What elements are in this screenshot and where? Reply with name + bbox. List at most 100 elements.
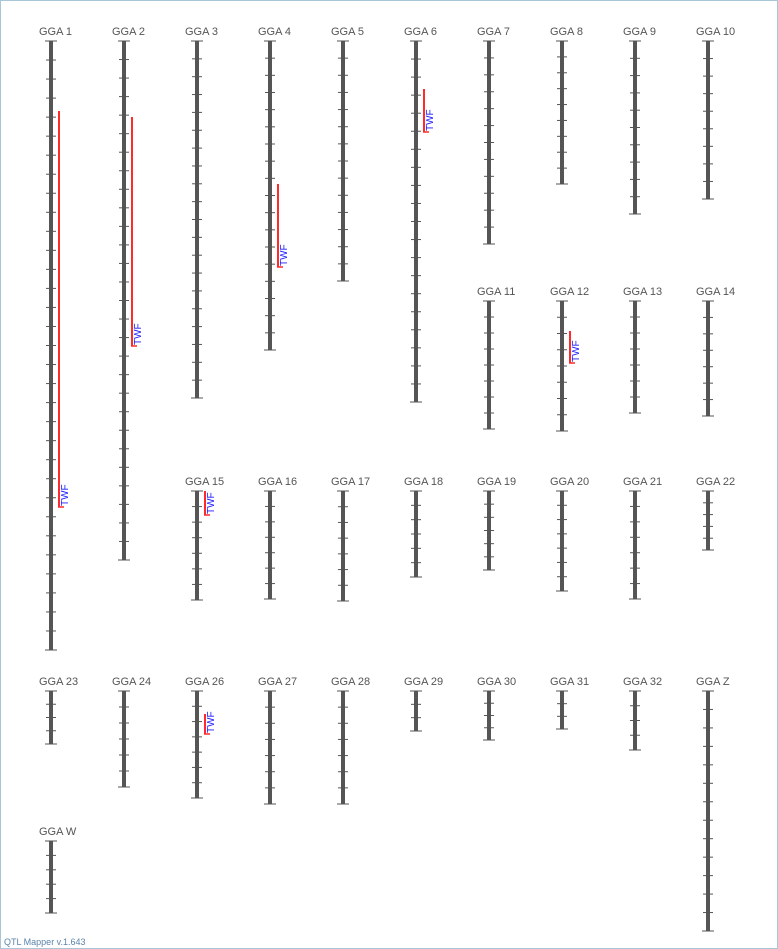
- chromosome-gga-17[interactable]: GGA 17: [331, 476, 370, 602]
- chromosome-label: GGA 32: [623, 676, 662, 688]
- chromosome-bar[interactable]: [560, 491, 564, 591]
- qtl-label: TWF: [279, 244, 290, 266]
- chromosome-bar[interactable]: [195, 691, 199, 798]
- qtl-label: TWF: [60, 484, 71, 506]
- chromosome-gga-10[interactable]: GGA 10: [696, 26, 735, 200]
- chromosome-label: GGA 9: [623, 26, 656, 38]
- chromosome-label: GGA 1: [39, 26, 72, 38]
- chromosome-gga-8[interactable]: GGA 8: [550, 26, 583, 185]
- chromosome-gga-27[interactable]: GGA 27: [258, 676, 297, 805]
- qtl-label: TWF: [206, 492, 217, 514]
- chromosome-gga-7[interactable]: GGA 7: [477, 26, 510, 245]
- chromosome-label: GGA 22: [696, 476, 735, 488]
- chromosome-gga-2[interactable]: GGA 2: [112, 26, 145, 561]
- qtl-gga-12[interactable]: TWF: [569, 331, 582, 364]
- chromosome-gga-30[interactable]: GGA 30: [477, 676, 516, 741]
- chromosome-label: GGA 11: [477, 286, 515, 298]
- chromosome-gga-5[interactable]: GGA 5: [331, 26, 364, 282]
- chromosome-gga-21[interactable]: GGA 21: [623, 476, 662, 600]
- chromosome-gga-6[interactable]: GGA 6: [404, 26, 437, 403]
- qtl-gga-26[interactable]: TWF: [204, 711, 217, 735]
- chromosome-label: GGA 6: [404, 26, 437, 38]
- chromosome-gga-18[interactable]: GGA 18: [404, 476, 443, 578]
- chromosome-gga-23[interactable]: GGA 23: [39, 676, 78, 745]
- chromosome-label: GGA W: [39, 826, 77, 838]
- chromosome-label: GGA 10: [696, 26, 735, 38]
- qtl-gga-2[interactable]: TWF: [131, 117, 144, 347]
- qtl-label: TWF: [571, 340, 582, 362]
- chromosome-label: GGA 30: [477, 676, 516, 688]
- chromosome-bar[interactable]: [706, 491, 710, 550]
- chromosome-gga-20[interactable]: GGA 20: [550, 476, 589, 592]
- qtl-gga-15[interactable]: TWF: [204, 491, 217, 516]
- chromosome-gga-11[interactable]: GGA 11: [477, 286, 515, 430]
- qtl-label: TWF: [425, 109, 436, 131]
- chromosome-gga-22[interactable]: GGA 22: [696, 476, 735, 551]
- chromosome-label: GGA 8: [550, 26, 583, 38]
- version-label: QTL Mapper v.1.643: [4, 937, 86, 947]
- chromosome-bar[interactable]: [706, 691, 710, 931]
- chromosome-label: GGA 5: [331, 26, 364, 38]
- chromosome-bar[interactable]: [268, 691, 272, 804]
- chromosome-label: GGA 14: [696, 286, 735, 298]
- chromosome-bar[interactable]: [195, 491, 199, 600]
- chromosome-gga-12[interactable]: GGA 12: [550, 286, 589, 432]
- chromosome-bar[interactable]: [341, 491, 345, 601]
- chromosome-label: GGA 3: [185, 26, 218, 38]
- chromosome-gga-14[interactable]: GGA 14: [696, 286, 735, 417]
- chromosome-bar[interactable]: [560, 41, 564, 184]
- chromosome-bar[interactable]: [341, 691, 345, 804]
- chromosome-bar[interactable]: [414, 691, 418, 731]
- chromosome-label: GGA 18: [404, 476, 443, 488]
- chromosome-bar[interactable]: [633, 301, 637, 413]
- chromosome-bar[interactable]: [560, 691, 564, 729]
- qtl-gga-4[interactable]: TWF: [277, 184, 290, 268]
- chromosome-label: GGA 4: [258, 26, 291, 38]
- chromosome-gga-15[interactable]: GGA 15: [185, 476, 224, 601]
- chromosome-bar[interactable]: [706, 301, 710, 416]
- chromosome-gga-13[interactable]: GGA 13: [623, 286, 662, 414]
- chromosome-label: GGA Z: [696, 676, 730, 688]
- chromosome-bar[interactable]: [633, 491, 637, 599]
- qtl-label: TWF: [133, 323, 144, 345]
- chromosome-bar[interactable]: [706, 41, 710, 199]
- chromosome-gga-4[interactable]: GGA 4: [258, 26, 291, 351]
- chromosome-gga-29[interactable]: GGA 29: [404, 676, 443, 732]
- chromosome-label: GGA 13: [623, 286, 662, 298]
- chromosome-gga-16[interactable]: GGA 16: [258, 476, 297, 600]
- chromosome-label: GGA 2: [112, 26, 145, 38]
- chromosome-bar[interactable]: [268, 491, 272, 599]
- chromosome-gga-w[interactable]: GGA W: [39, 826, 77, 914]
- chromosome-gga-1[interactable]: GGA 1: [39, 26, 72, 651]
- chromosome-label: GGA 16: [258, 476, 297, 488]
- chromosome-label: GGA 7: [477, 26, 510, 38]
- chromosome-label: GGA 21: [623, 476, 662, 488]
- chromosome-label: GGA 24: [112, 676, 151, 688]
- chromosome-gga-31[interactable]: GGA 31: [550, 676, 589, 730]
- chromosome-label: GGA 12: [550, 286, 589, 298]
- chromosome-label: GGA 31: [550, 676, 589, 688]
- chromosome-gga-26[interactable]: GGA 26: [185, 676, 224, 799]
- chromosome-gga-32[interactable]: GGA 32: [623, 676, 662, 751]
- chromosome-gga-28[interactable]: GGA 28: [331, 676, 370, 805]
- qtl-label: TWF: [206, 711, 217, 733]
- chromosome-label: GGA 29: [404, 676, 443, 688]
- chromosome-bar[interactable]: [49, 841, 53, 913]
- chromosome-label: GGA 17: [331, 476, 370, 488]
- qtl-gga-1[interactable]: TWF: [58, 111, 71, 508]
- chromosome-label: GGA 23: [39, 676, 78, 688]
- chromosome-gga-z[interactable]: GGA Z: [696, 676, 730, 932]
- chromosome-label: GGA 15: [185, 476, 224, 488]
- chromosome-label: GGA 19: [477, 476, 516, 488]
- chromosome-label: GGA 26: [185, 676, 224, 688]
- chromosome-gga-3[interactable]: GGA 3: [185, 26, 218, 399]
- chromosome-label: GGA 28: [331, 676, 370, 688]
- chromosome-label: GGA 20: [550, 476, 589, 488]
- chromosome-gga-19[interactable]: GGA 19: [477, 476, 516, 571]
- qtl-gga-6[interactable]: TWF: [423, 89, 436, 133]
- chromosome-gga-9[interactable]: GGA 9: [623, 26, 656, 215]
- chromosome-label: GGA 27: [258, 676, 297, 688]
- chromosome-gga-24[interactable]: GGA 24: [112, 676, 151, 788]
